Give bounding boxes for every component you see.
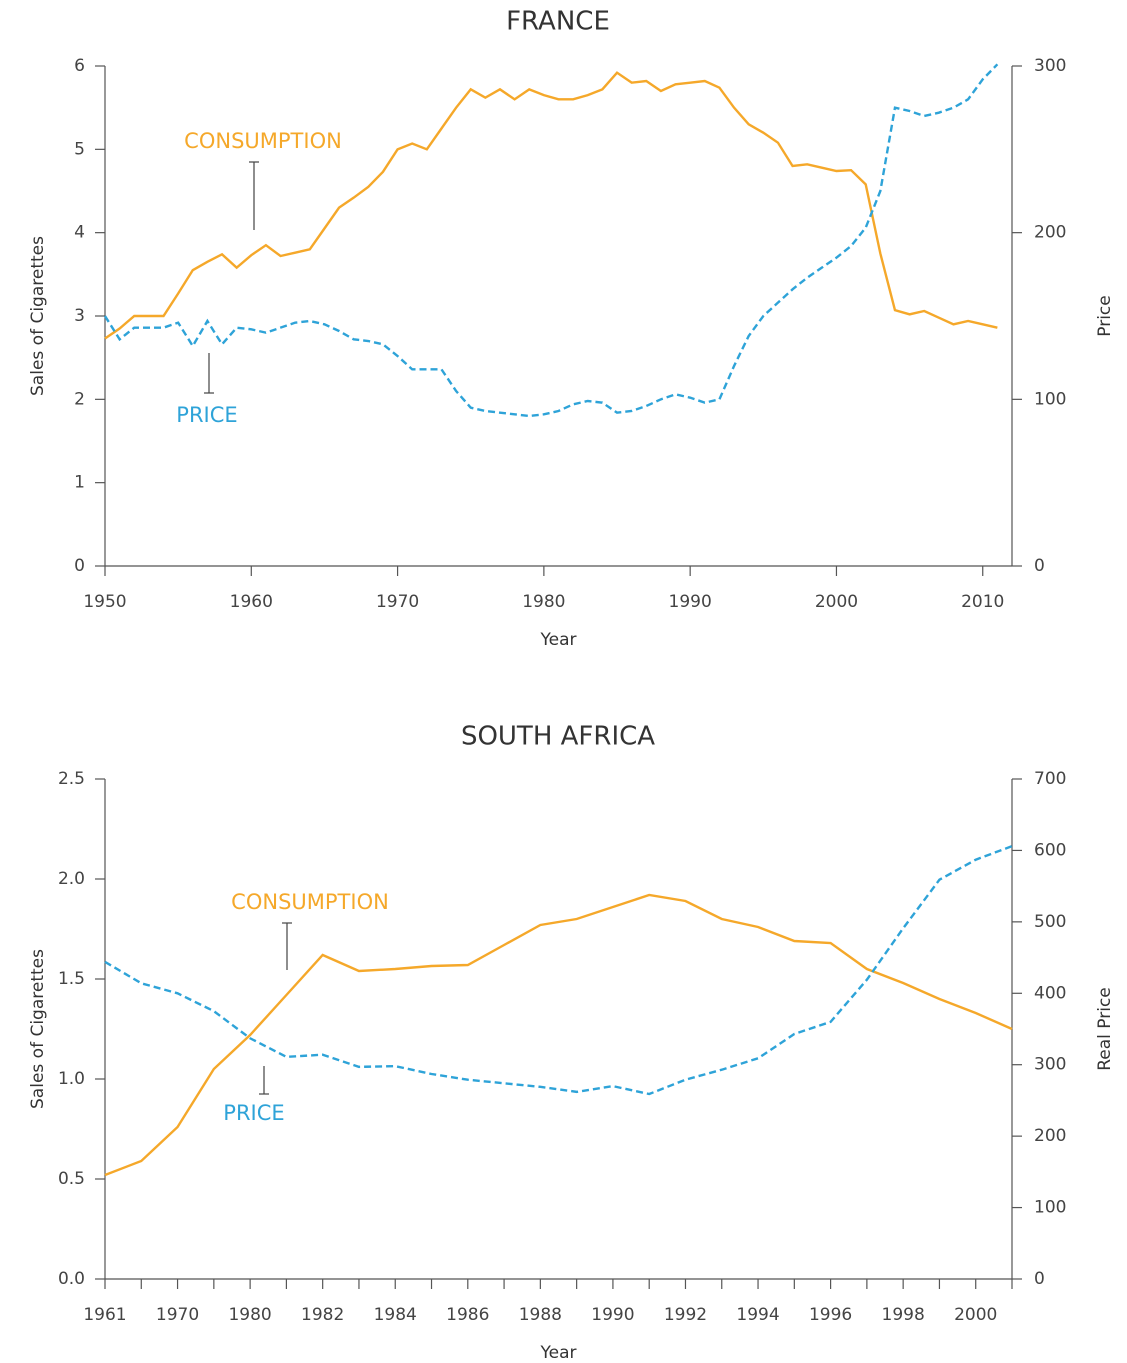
x-tick-label: 1996 bbox=[809, 1305, 852, 1325]
chart-title: FRANCE bbox=[506, 7, 610, 37]
y2-tick-label: 200 bbox=[1034, 1126, 1066, 1146]
x-tick-label: 1980 bbox=[228, 1305, 271, 1325]
x-tick-label: 1990 bbox=[669, 592, 712, 612]
annotation: PRICE bbox=[223, 1101, 284, 1125]
series-line bbox=[104, 845, 1013, 1096]
x-axis-label: Year bbox=[540, 630, 577, 650]
x-tick-label: 1982 bbox=[301, 1305, 344, 1325]
y-tick-label: 1 bbox=[74, 473, 85, 493]
y-tick-label: 0 bbox=[74, 556, 85, 576]
annotation: CONSUMPTION bbox=[184, 129, 342, 153]
y2-tick-label: 0 bbox=[1034, 1269, 1045, 1289]
y2-tick-label: 700 bbox=[1034, 769, 1066, 789]
x-tick-label: 1990 bbox=[591, 1305, 634, 1325]
y-tick-label: 2.5 bbox=[58, 769, 85, 789]
y-tick-label: 1.5 bbox=[58, 969, 85, 989]
y-axis-label: Sales of Cigarettes bbox=[28, 236, 48, 396]
y2-tick-label: 100 bbox=[1034, 1198, 1066, 1218]
x-tick-label: 1998 bbox=[882, 1305, 925, 1325]
x-tick-label: 1984 bbox=[374, 1305, 417, 1325]
y2-tick-label: 300 bbox=[1034, 56, 1066, 76]
x-tick-label: 1950 bbox=[83, 592, 126, 612]
series-line bbox=[104, 71, 998, 340]
x-tick-label: 1970 bbox=[376, 592, 419, 612]
y-tick-label: 0.0 bbox=[58, 1269, 85, 1289]
x-tick-label: 1980 bbox=[522, 592, 565, 612]
chart-title: SOUTH AFRICA bbox=[461, 722, 655, 752]
x-tick-label: 1986 bbox=[446, 1305, 489, 1325]
x-tick-label: 1960 bbox=[230, 592, 273, 612]
y-tick-label: 5 bbox=[74, 139, 85, 159]
y2-tick-label: 200 bbox=[1034, 223, 1066, 243]
y-tick-label: 2.0 bbox=[58, 869, 85, 889]
y-tick-label: 2 bbox=[74, 389, 85, 409]
x-tick-label: 2010 bbox=[961, 592, 1004, 612]
annotation: CONSUMPTION bbox=[231, 890, 389, 914]
x-tick-label: 2000 bbox=[815, 592, 858, 612]
y2-tick-label: 600 bbox=[1034, 840, 1066, 860]
y-axis-label: Sales of Cigarettes bbox=[28, 949, 48, 1109]
y2-tick-label: 300 bbox=[1034, 1055, 1066, 1075]
y-tick-label: 3 bbox=[74, 306, 85, 326]
x-tick-label: 1970 bbox=[156, 1305, 199, 1325]
x-tick-label: 1961 bbox=[83, 1305, 126, 1325]
y-tick-label: 0.5 bbox=[58, 1169, 85, 1189]
x-axis-label: Year bbox=[540, 1343, 577, 1363]
y2-tick-label: 0 bbox=[1034, 556, 1045, 576]
y-tick-label: 4 bbox=[74, 223, 85, 243]
y2-tick-label: 100 bbox=[1034, 389, 1066, 409]
x-tick-label: 1988 bbox=[519, 1305, 562, 1325]
y2-axis-label: Real Price bbox=[1095, 987, 1115, 1071]
y2-tick-label: 400 bbox=[1034, 983, 1066, 1003]
x-tick-label: 2000 bbox=[954, 1305, 997, 1325]
y-tick-label: 6 bbox=[74, 56, 85, 76]
x-tick-label: 1994 bbox=[736, 1305, 779, 1325]
y2-tick-label: 500 bbox=[1034, 912, 1066, 932]
y-tick-label: 1.0 bbox=[58, 1069, 85, 1089]
series-line bbox=[103, 63, 999, 418]
x-tick-label: 1992 bbox=[664, 1305, 707, 1325]
annotation: PRICE bbox=[176, 403, 237, 427]
y2-axis-label: Price bbox=[1095, 295, 1115, 336]
series-line bbox=[104, 893, 1013, 1177]
